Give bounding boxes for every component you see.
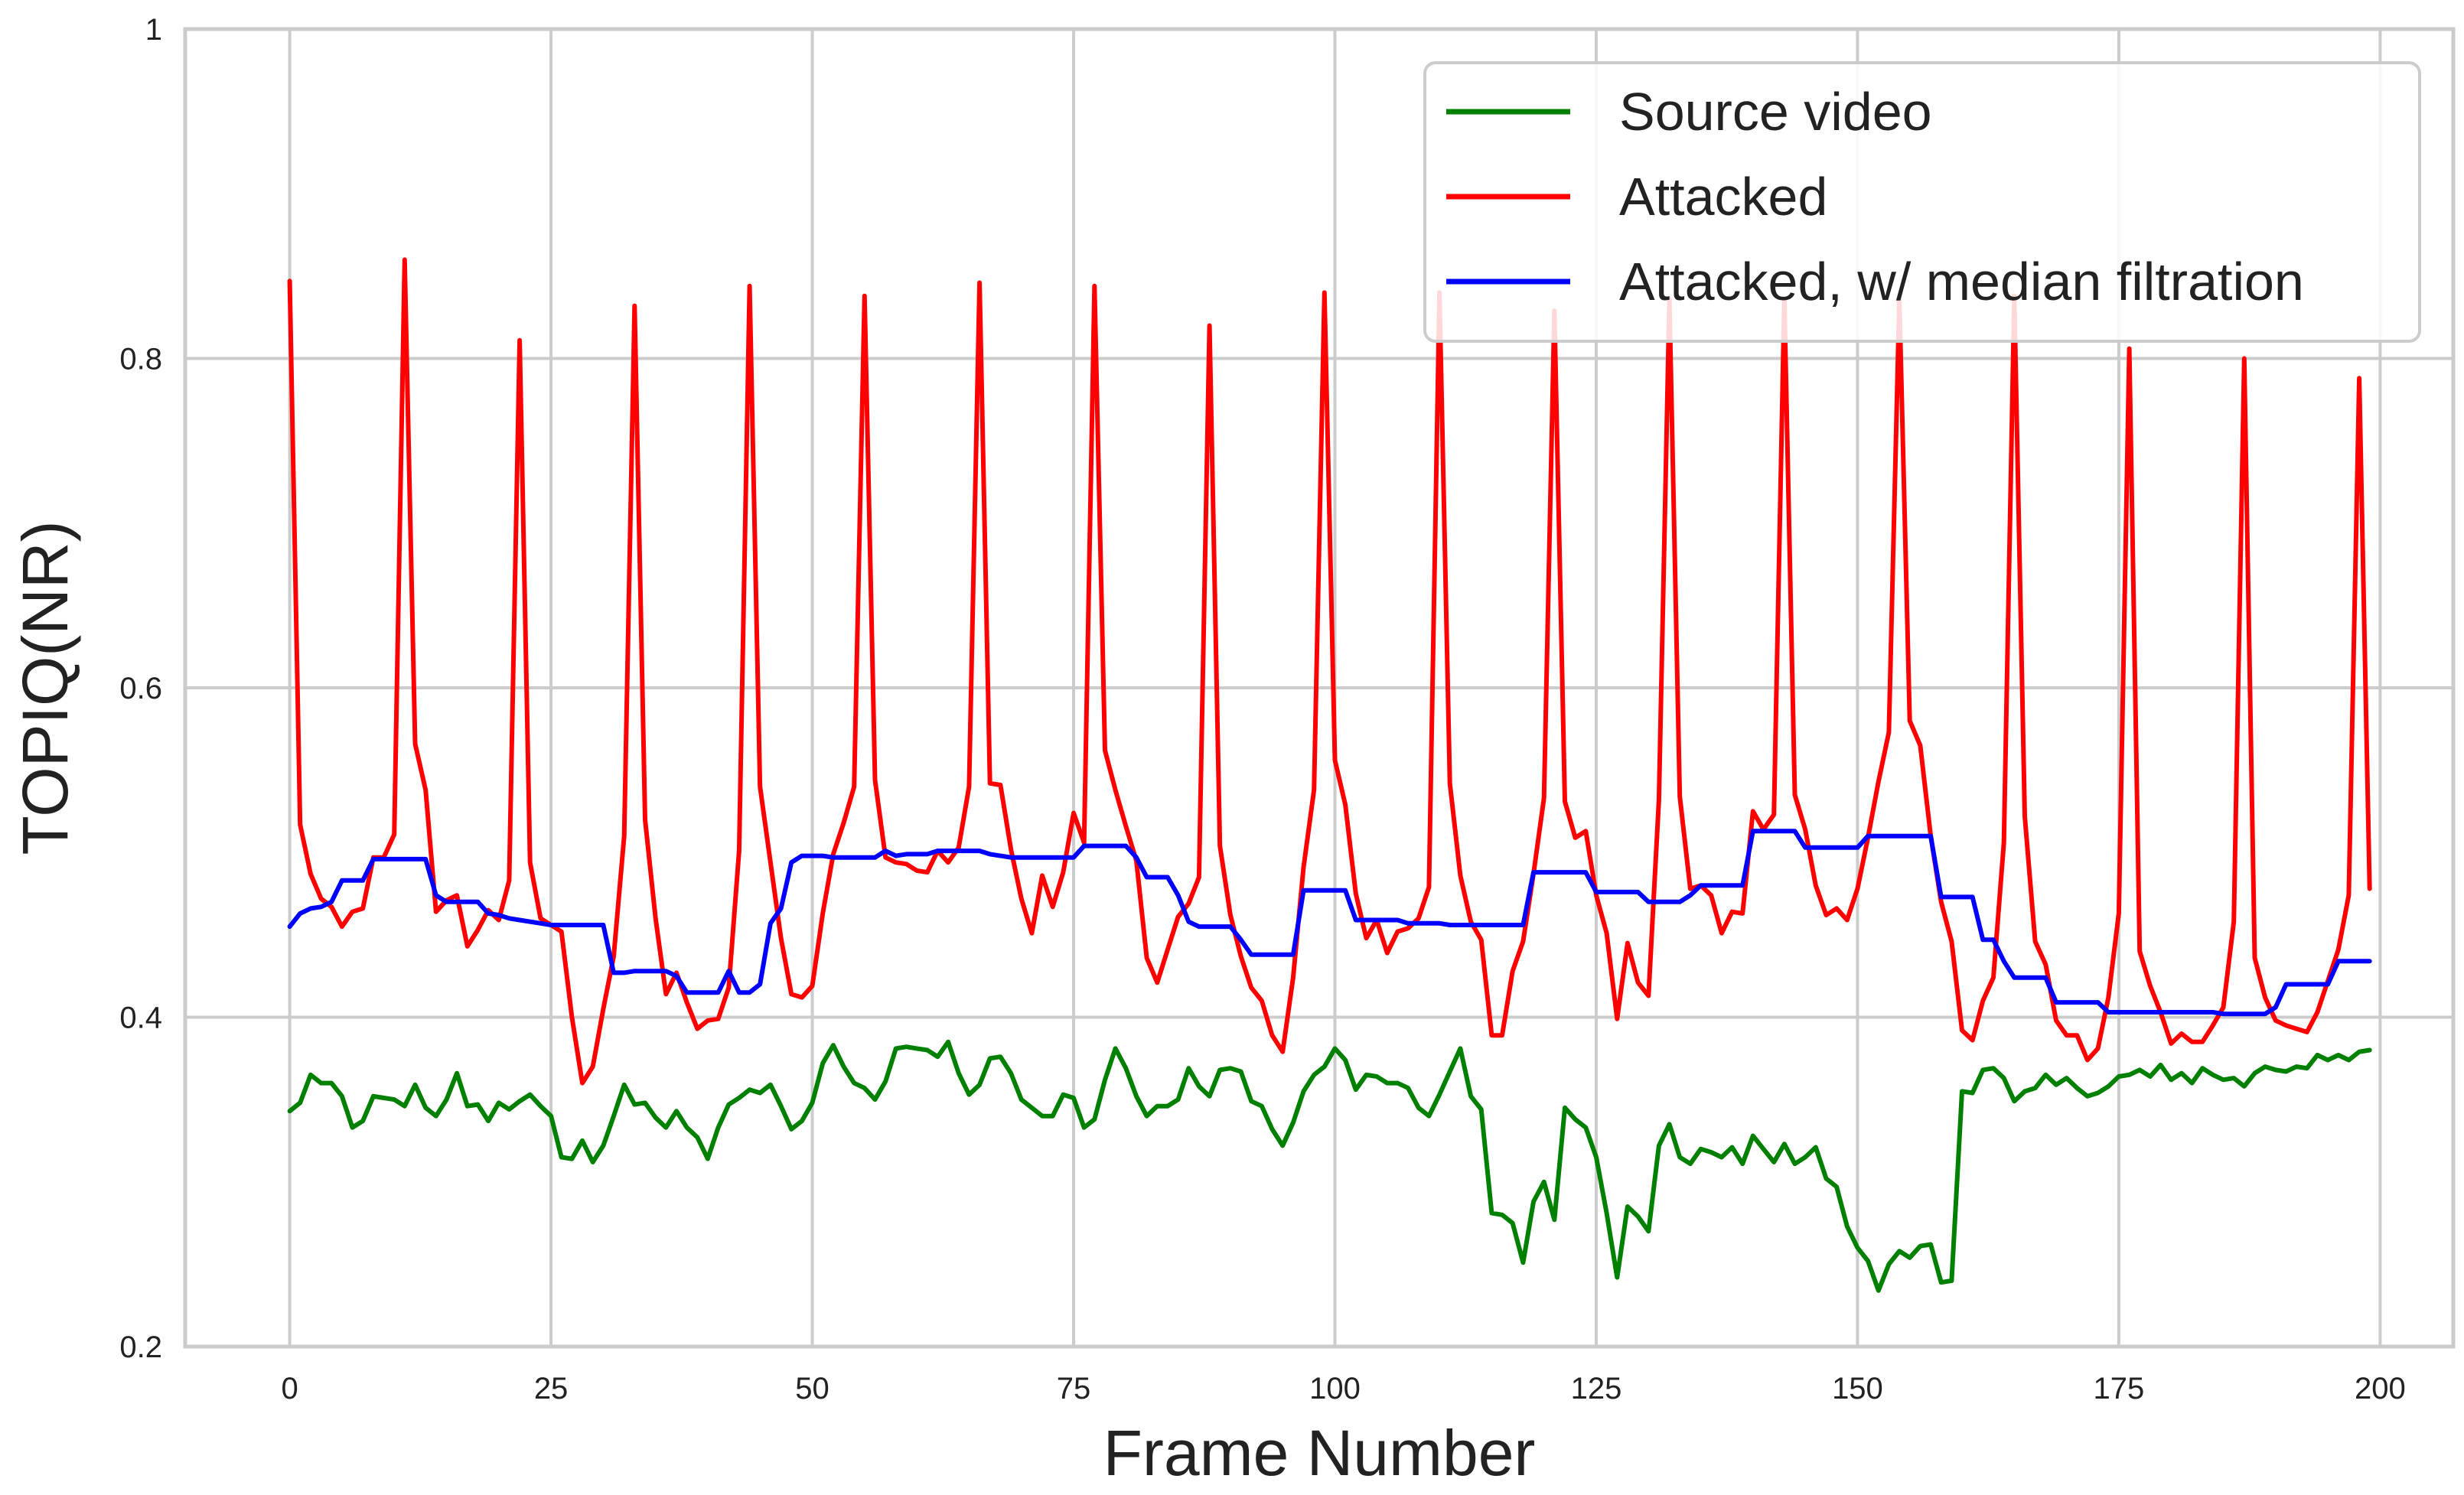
y-tick-label: 0.4	[119, 1002, 162, 1035]
legend-label-3: Attacked, w/ median filtration	[1619, 252, 2304, 311]
y-tick-label: 1	[145, 13, 162, 47]
series-lines	[287, 257, 2372, 1293]
series-line-2	[287, 257, 2372, 1086]
x-tick-label: 125	[1571, 1372, 1622, 1405]
x-axis-title: Frame Number	[1103, 1417, 1536, 1489]
legend-box	[1423, 61, 2421, 343]
series-line-3	[287, 829, 2372, 1017]
legend-label-1: Source video	[1619, 82, 1932, 142]
series-line-1	[287, 1039, 2372, 1293]
y-tick-labels: 0.2 0.4 0.6 0.8 1	[119, 13, 162, 1364]
plot-frame	[183, 27, 2456, 1349]
y-tick-label: 0.8	[119, 343, 162, 376]
y-tick-label: 0.2	[119, 1331, 162, 1364]
y-tick-label: 0.6	[119, 672, 162, 705]
x-tick-label: 0	[281, 1372, 298, 1405]
x-tick-label: 25	[534, 1372, 569, 1405]
x-tick-label: 150	[1832, 1372, 1883, 1405]
x-tick-label: 100	[1309, 1372, 1361, 1405]
legend-label-2: Attacked	[1619, 167, 1827, 226]
legend: Source video Attacked Attacked, w/ median …	[1423, 61, 2421, 343]
y-axis-title: TOPIQ(NR)	[9, 520, 81, 855]
x-tick-labels: 0 25 50 75 100 125 150 175 200	[281, 1372, 2405, 1405]
x-tick-label: 50	[795, 1372, 829, 1405]
x-tick-label: 175	[2094, 1372, 2145, 1405]
x-tick-label: 200	[2355, 1372, 2406, 1405]
x-tick-label: 75	[1057, 1372, 1091, 1405]
